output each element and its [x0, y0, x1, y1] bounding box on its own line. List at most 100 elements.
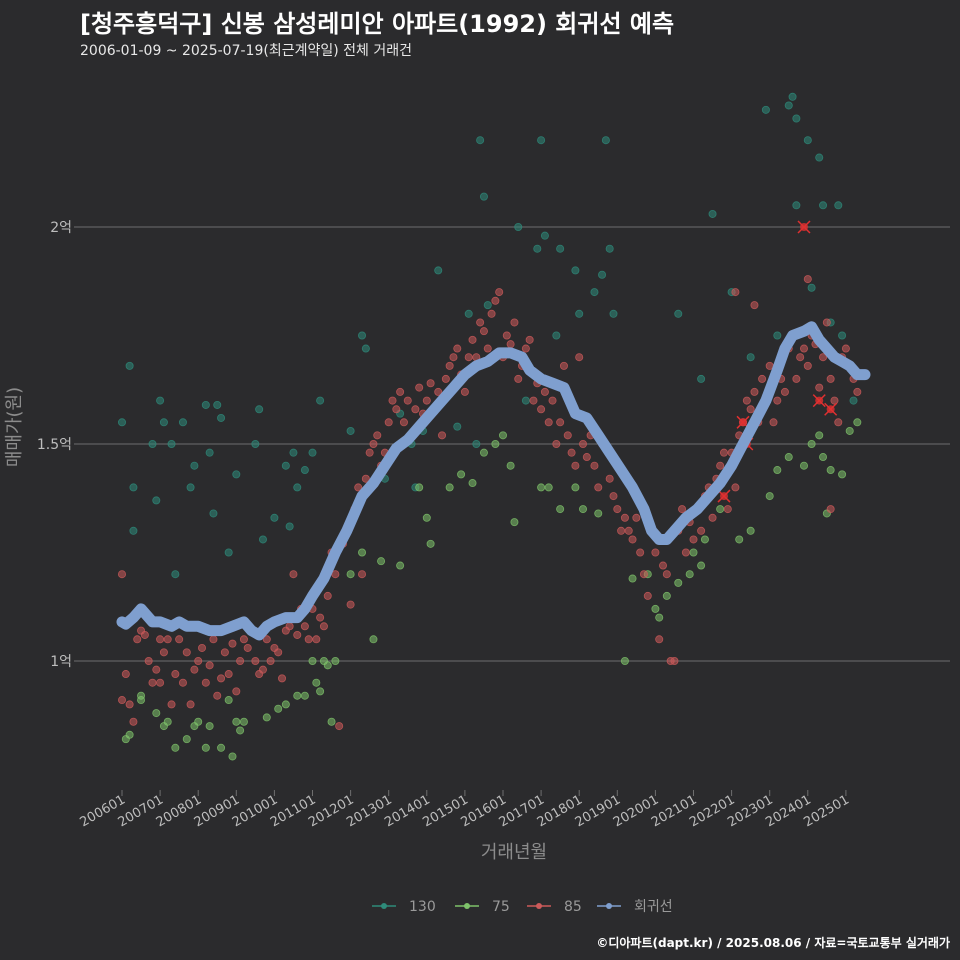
point-85	[266, 657, 275, 666]
highlight-marker	[812, 394, 826, 408]
point-85	[559, 361, 568, 370]
point-85	[316, 613, 325, 622]
point-75	[281, 700, 290, 709]
point-130	[598, 270, 607, 279]
point-75	[571, 483, 580, 492]
point-85	[319, 622, 328, 631]
point-85	[175, 635, 184, 644]
point-85	[441, 374, 450, 383]
point-85	[723, 505, 732, 514]
point-85	[731, 288, 740, 297]
point-75	[662, 591, 671, 600]
point-85	[780, 387, 789, 396]
point-75	[457, 470, 466, 479]
page-subtitle: 2006-01-09 ~ 2025-07-19(최근계약일) 전체 거래건	[80, 43, 412, 59]
point-130	[285, 522, 294, 531]
point-85	[605, 474, 614, 483]
point-85	[537, 405, 546, 414]
point-85	[156, 678, 165, 687]
point-130	[784, 101, 793, 110]
point-85	[506, 340, 515, 349]
point-75	[807, 439, 816, 448]
point-130	[674, 309, 683, 318]
point-75	[479, 448, 488, 457]
point-130	[300, 466, 309, 475]
point-85	[567, 448, 576, 457]
point-130	[605, 244, 614, 253]
point-75	[819, 453, 828, 462]
point-85	[719, 448, 728, 457]
point-75	[556, 505, 565, 514]
point-85	[354, 483, 363, 492]
point-130	[346, 426, 355, 435]
point-85	[140, 630, 149, 639]
point-130	[773, 331, 782, 340]
point-130	[201, 400, 210, 409]
point-85	[445, 361, 454, 370]
point-75	[773, 466, 782, 475]
point-85	[769, 418, 778, 427]
point-75	[217, 743, 226, 752]
point-85	[449, 353, 458, 362]
point-85	[514, 374, 523, 383]
point-130	[575, 309, 584, 318]
point-85	[396, 387, 405, 396]
point-85	[662, 570, 671, 579]
point-75	[152, 709, 161, 718]
point-85	[830, 396, 839, 405]
point-85	[133, 635, 142, 644]
point-75	[838, 470, 847, 479]
point-85	[159, 648, 168, 657]
point-85	[129, 717, 138, 726]
point-85	[148, 678, 157, 687]
point-130	[479, 192, 488, 201]
point-85	[464, 353, 473, 362]
point-85	[556, 418, 565, 427]
point-130	[849, 396, 858, 405]
point-130	[270, 513, 279, 522]
point-75	[236, 726, 245, 735]
point-75	[358, 548, 367, 557]
point-85	[510, 318, 519, 327]
point-75	[346, 570, 355, 579]
point-85	[285, 622, 294, 631]
point-85	[289, 570, 298, 579]
point-85	[239, 635, 248, 644]
point-130	[537, 136, 546, 145]
y-tick-label: 1.5억	[37, 437, 72, 453]
point-85	[540, 387, 549, 396]
point-85	[224, 670, 233, 679]
point-75	[316, 687, 325, 696]
point-85	[213, 691, 222, 700]
point-75	[799, 461, 808, 470]
point-75	[746, 526, 755, 535]
point-130	[556, 244, 565, 253]
point-85	[487, 309, 496, 318]
point-85	[399, 418, 408, 427]
point-85	[468, 335, 477, 344]
point-75	[300, 691, 309, 700]
point-130	[788, 92, 797, 101]
point-85	[171, 670, 180, 679]
point-130	[361, 344, 370, 353]
point-85	[632, 513, 641, 522]
point-85	[167, 700, 176, 709]
point-75	[815, 431, 824, 440]
point-130	[293, 483, 302, 492]
point-130	[609, 309, 618, 318]
point-85	[220, 648, 229, 657]
point-75	[331, 657, 340, 666]
point-130	[476, 136, 485, 145]
point-85	[697, 526, 706, 535]
point-85	[643, 591, 652, 600]
point-85	[144, 657, 153, 666]
point-85	[460, 387, 469, 396]
point-130	[190, 461, 199, 470]
point-85	[563, 431, 572, 440]
point-85	[422, 396, 431, 405]
point-130	[533, 244, 542, 253]
point-85	[796, 353, 805, 362]
point-75	[205, 722, 214, 731]
point-85	[620, 513, 629, 522]
page-title: [청주흥덕구] 신봉 삼성레미안 아파트(1992) 회귀선 예측	[80, 10, 675, 38]
